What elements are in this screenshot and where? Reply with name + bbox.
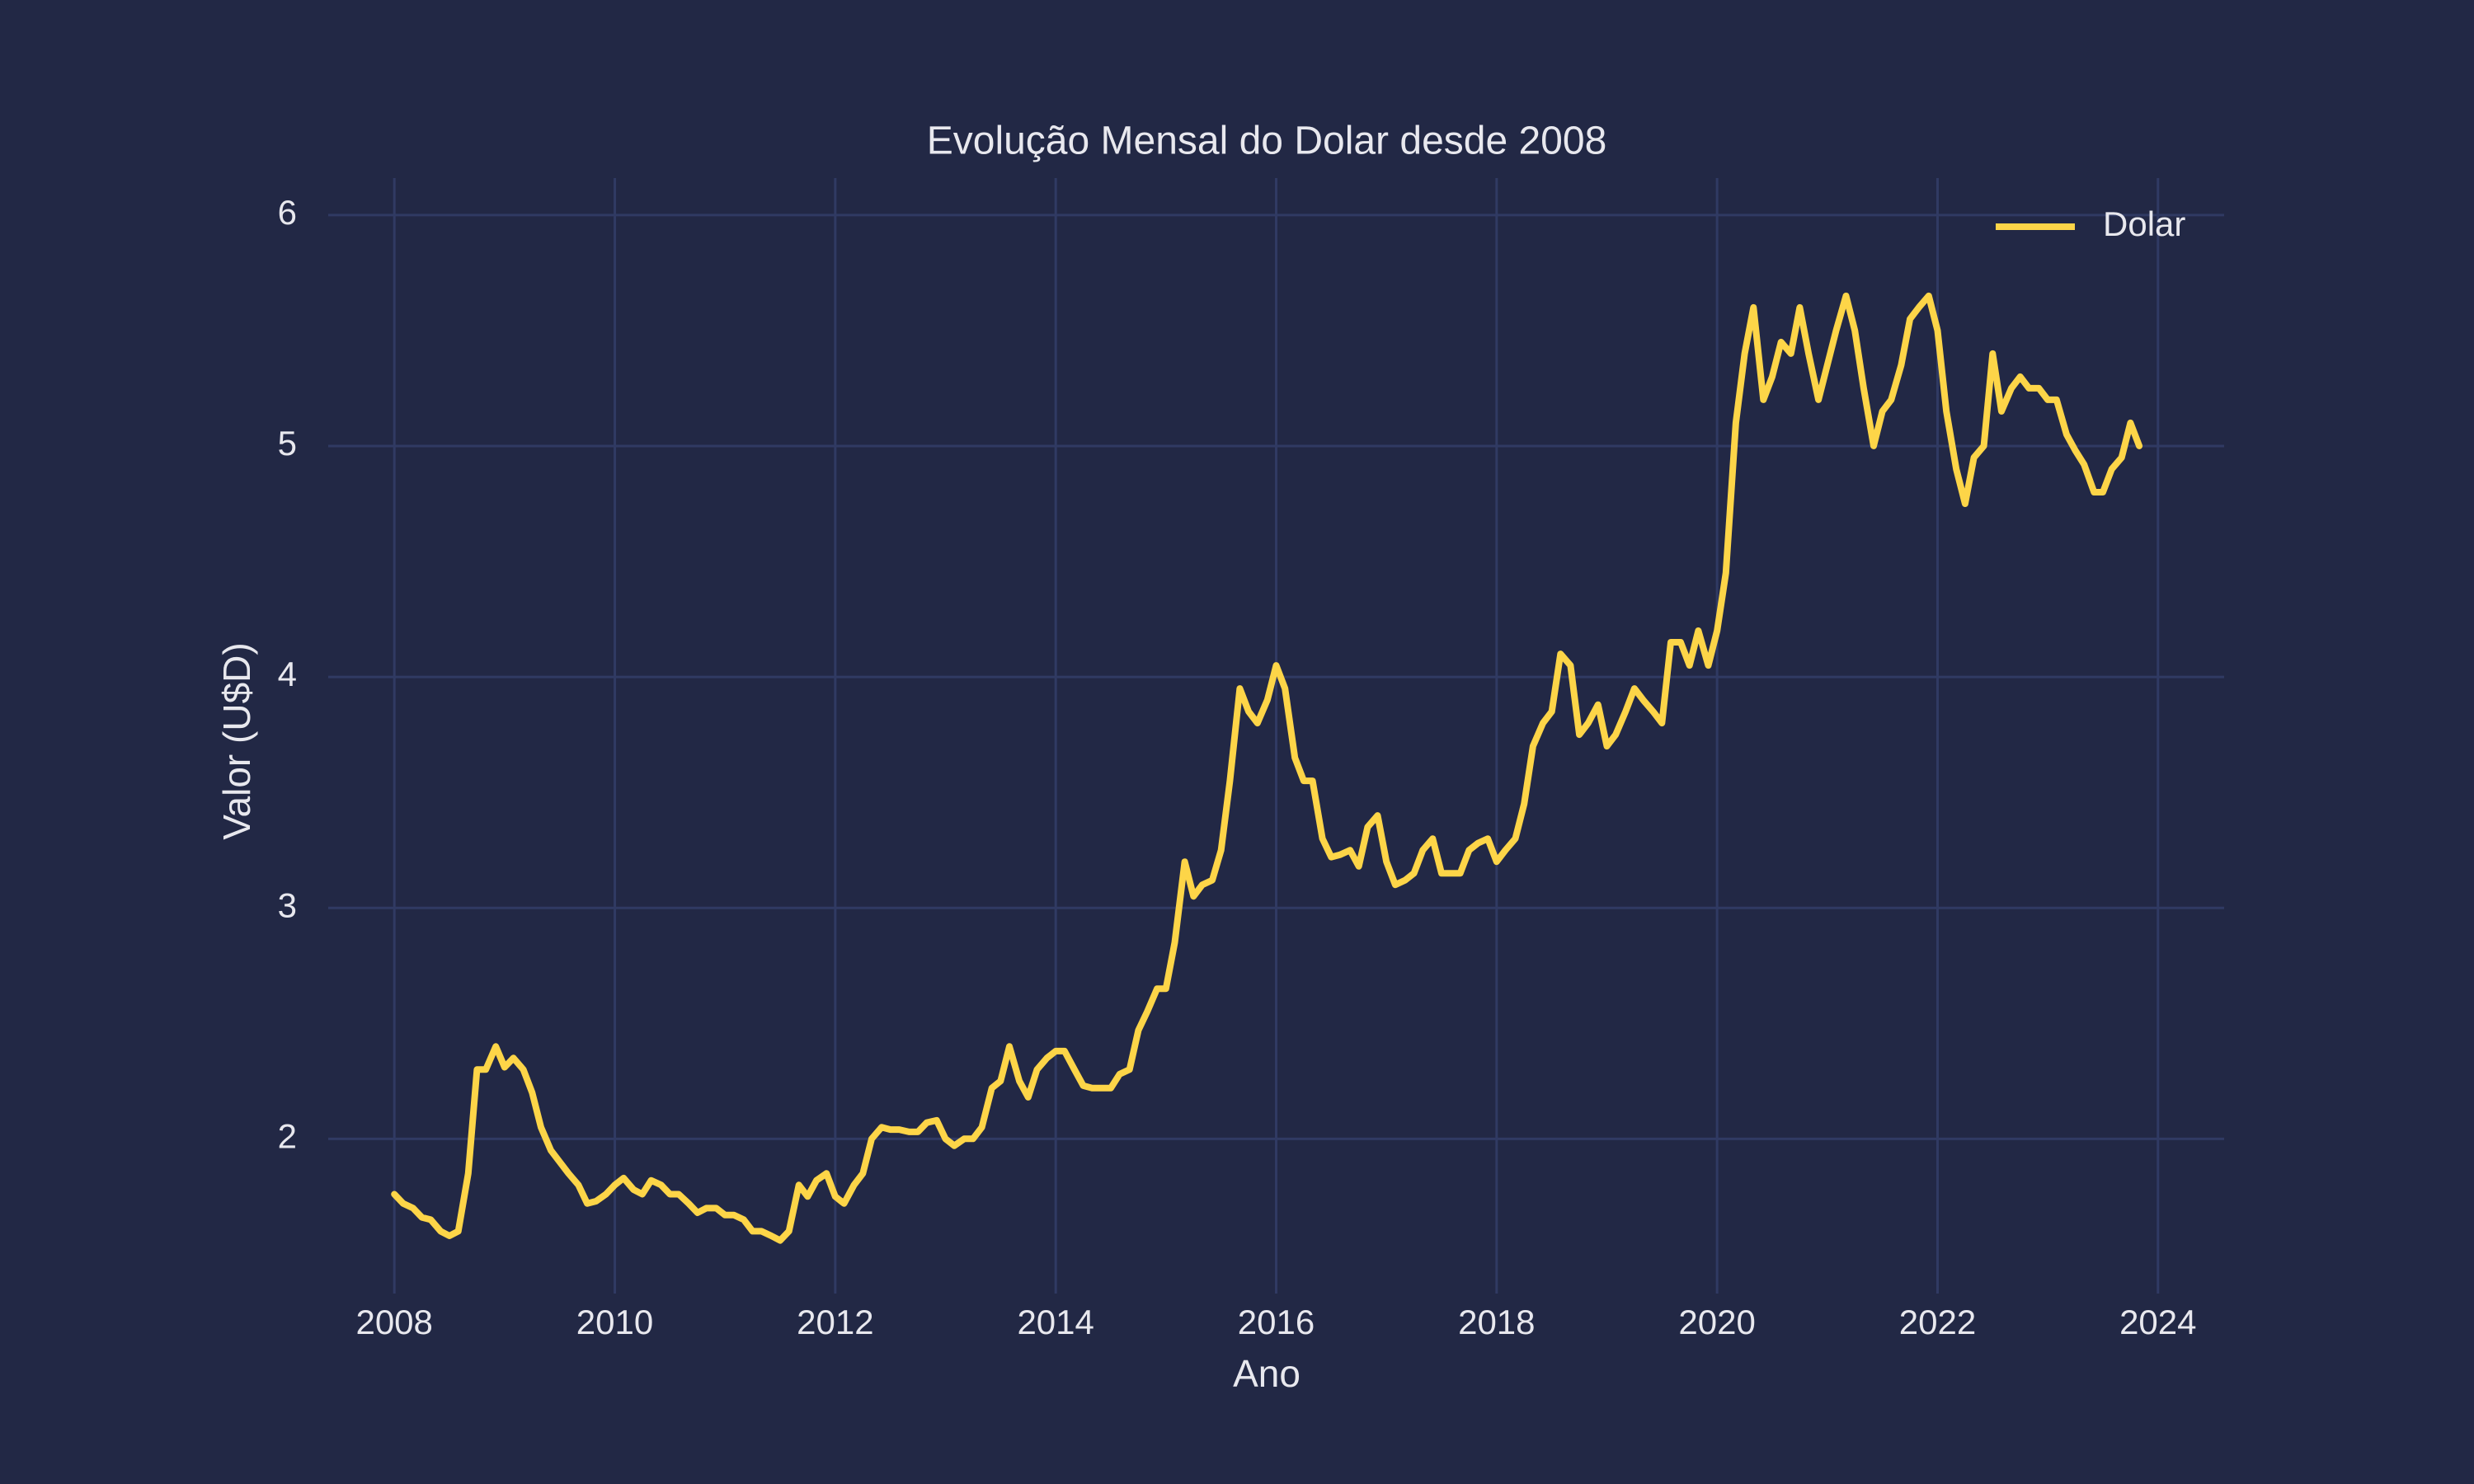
data-line: [391, 292, 2143, 1244]
x-tick-label: 2022: [1899, 1303, 1976, 1341]
y-tick-label: 3: [278, 885, 297, 924]
y-tick-label: 6: [278, 193, 297, 232]
x-tick-label: 2010: [576, 1303, 653, 1341]
x-axis-label: Ano: [1233, 1352, 1300, 1395]
chart-title: Evolução Mensal do Dolar desde 2008: [927, 120, 1607, 163]
y-tick-label: 5: [278, 424, 297, 463]
y-tick-label: 2: [278, 1116, 297, 1155]
x-tick-label: 2008: [355, 1303, 432, 1341]
x-tick-label: 2016: [1238, 1303, 1315, 1341]
x-tick-label: 2020: [1678, 1303, 1755, 1341]
x-tick-label: 2014: [1017, 1303, 1094, 1341]
x-tick-label: 2012: [797, 1303, 873, 1341]
legend: Dolar: [1996, 204, 2185, 243]
y-tick-label: 4: [278, 655, 297, 693]
y-axis-label: Valor (U$D): [215, 642, 258, 839]
legend-label: Dolar: [2103, 204, 2185, 243]
plot-area: [391, 292, 2143, 1244]
x-tick-label: 2018: [1458, 1303, 1535, 1341]
x-tick-label: 2024: [2119, 1303, 2196, 1341]
